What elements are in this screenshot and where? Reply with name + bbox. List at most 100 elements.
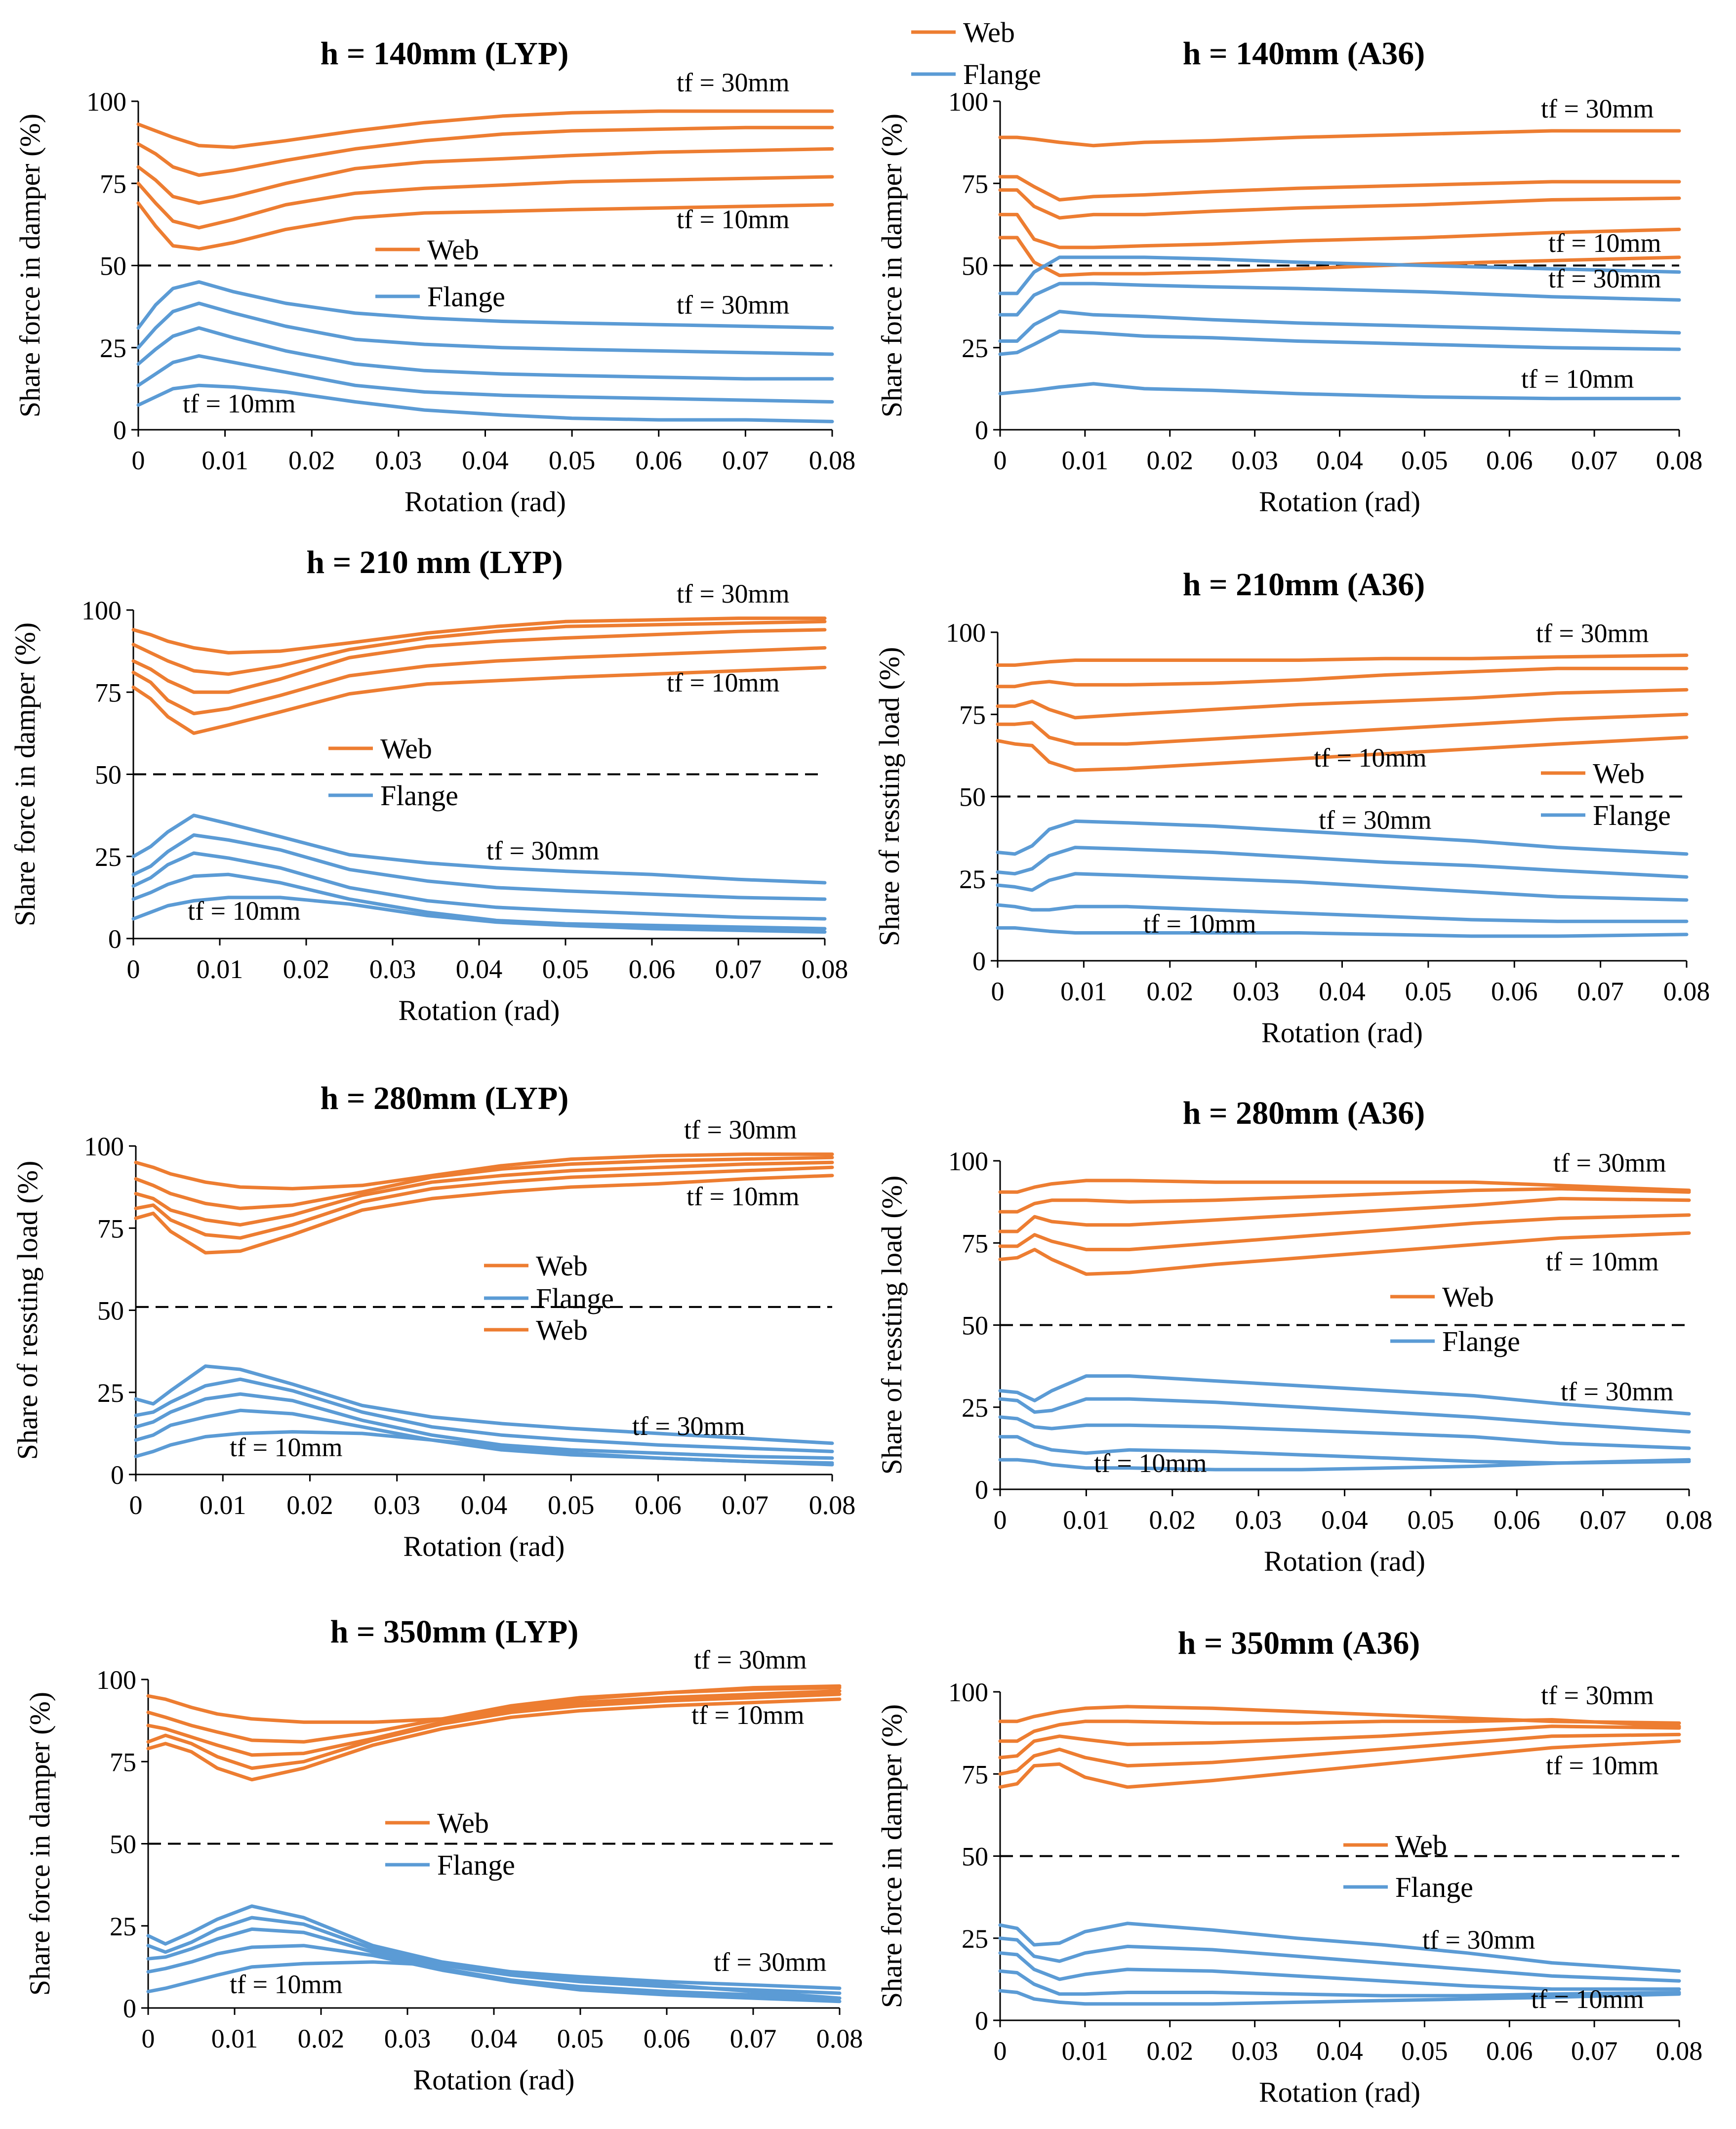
web-series-25mm: [998, 1718, 1681, 1743]
x-tick-label: 0.02: [1147, 977, 1194, 1006]
flange-series-20mm: [136, 326, 834, 381]
chart-title: h = 210mm (A36): [1183, 567, 1425, 603]
y-tick-label: 50: [100, 251, 126, 281]
tf-annotation: tf = 10mm: [691, 1700, 804, 1730]
web-series-30mm: [136, 109, 834, 149]
legend-label-web: Web: [437, 1807, 489, 1839]
web-series-20mm: [998, 1724, 1681, 1760]
y-axis-label: Share force in damper (%): [14, 114, 46, 417]
tf-annotation: tf = 10mm: [1546, 1247, 1658, 1276]
tf-annotation: tf = 10mm: [1548, 228, 1661, 258]
chart-panel-4: h = 210mm (A36) 0 25 50 75 100 0 0.01 0.02 0.03 0.…: [873, 567, 1710, 1049]
x-tick-label: 0.01: [202, 446, 248, 475]
y-tick-label: 75: [962, 169, 988, 199]
chart-panel-6: h = 280mm (A36) 0 25 50 75 100 0 0.01 0.02 0.03 0.…: [876, 1095, 1712, 1577]
x-tick-label: 0.08: [1656, 446, 1703, 475]
x-tick-label: 0.05: [557, 2024, 604, 2053]
flange-series-10mm: [998, 1989, 1681, 2006]
x-tick-label: 0.02: [283, 954, 330, 984]
x-tick-label: 0.08: [816, 2024, 863, 2053]
x-tick-label: 0: [994, 446, 1007, 475]
flange-series-20mm: [131, 851, 827, 921]
y-tick-label: 25: [959, 864, 986, 894]
web-series-25mm: [998, 1187, 1691, 1214]
flange-series-30mm: [136, 280, 834, 330]
web-series-25mm: [998, 175, 1681, 202]
y-tick-label: 50: [962, 1842, 988, 1872]
y-tick-label: 25: [110, 1912, 136, 1941]
y-tick-label: 50: [962, 1311, 988, 1341]
y-tick-label: 0: [975, 1475, 988, 1505]
y-tick-label: 50: [110, 1830, 136, 1859]
x-axis-label: Rotation (rad): [404, 1530, 565, 1562]
web-series-25mm: [131, 619, 827, 676]
flange-series-30mm: [998, 1374, 1691, 1416]
tf-annotation: tf = 30mm: [714, 1947, 826, 1977]
y-tick-label: 100: [948, 1678, 988, 1707]
flange-series-10mm: [136, 383, 834, 423]
x-tick-label: 0.06: [1494, 1505, 1540, 1535]
x-tick-label: 0.03: [369, 954, 416, 984]
legend-label-flange: Flange: [1395, 1871, 1473, 1903]
x-tick-label: 0.06: [1491, 977, 1538, 1006]
tf-annotation: tf = 10mm: [1143, 909, 1256, 939]
x-tick-label: 0.08: [1656, 2036, 1703, 2066]
y-axis-label: Share force in damper (%): [9, 622, 41, 926]
flange-series-15mm: [996, 903, 1689, 923]
tf-annotation: tf = 10mm: [677, 205, 789, 234]
tf-annotation: tf = 30mm: [1422, 1925, 1535, 1955]
x-tick-label: 0.02: [1147, 446, 1194, 475]
y-tick-label: 75: [959, 700, 986, 730]
x-tick-label: 0.06: [1486, 2036, 1533, 2066]
flange-series-10mm: [998, 1458, 1691, 1472]
chart-title: h = 350mm (A36): [1178, 1625, 1420, 1661]
legend-label-web: Web: [427, 234, 479, 266]
x-tick-label: 0.02: [288, 446, 335, 475]
tf-annotation: tf = 30mm: [486, 836, 599, 865]
y-tick-label: 0: [972, 946, 986, 976]
x-tick-label: 0.02: [1147, 2036, 1194, 2066]
x-tick-label: 0.05: [548, 1490, 595, 1520]
y-tick-label: 0: [111, 1460, 124, 1490]
y-tick-label: 25: [97, 1378, 124, 1408]
x-axis-label: Rotation (rad): [1259, 2076, 1420, 2108]
web-series-25mm: [136, 125, 834, 177]
tf-annotation: tf = 30mm: [1536, 618, 1649, 648]
chart-title: h = 350mm (LYP): [330, 1614, 579, 1650]
legend-label-web: Web: [1395, 1829, 1447, 1861]
y-tick-label: 75: [962, 1760, 988, 1789]
tf-annotation: tf = 10mm: [1546, 1751, 1658, 1780]
x-tick-label: 0.04: [1321, 1505, 1368, 1535]
x-tick-label: 0.06: [636, 446, 683, 475]
tf-annotation: tf = 10mm: [1094, 1448, 1207, 1478]
x-tick-label: 0.03: [1231, 2036, 1278, 2066]
x-tick-label: 0.08: [1666, 1505, 1713, 1535]
chart-title: h = 140mm (LYP): [321, 36, 569, 72]
flange-series-25mm: [998, 1397, 1691, 1434]
flange-series-15mm: [998, 1969, 1681, 1998]
web-series-30mm: [996, 654, 1689, 667]
legend-label-flange: Flange: [437, 1849, 515, 1881]
legend-label-web: Web: [1593, 757, 1645, 789]
y-tick-label: 100: [946, 618, 986, 648]
x-tick-label: 0.07: [730, 2024, 777, 2053]
x-tick-label: 0.05: [549, 446, 596, 475]
legend-label-flange: Flange: [1442, 1325, 1520, 1357]
tf-annotation: tf = 30mm: [1319, 805, 1431, 835]
chart-title: h = 210 mm (LYP): [306, 544, 563, 580]
x-tick-label: 0.03: [1235, 1505, 1282, 1535]
y-axis-label: Share force in damper (%): [24, 1692, 56, 1996]
web-series-10mm: [136, 201, 834, 251]
flange-series-25mm: [136, 301, 834, 356]
web-series-15mm: [131, 646, 827, 715]
y-tick-label: 25: [962, 1393, 988, 1423]
tf-annotation: tf = 30mm: [1548, 264, 1661, 293]
x-tick-label: 0.04: [471, 2024, 518, 2053]
flange-series-25mm: [998, 1936, 1681, 1983]
web-series-30mm: [998, 1179, 1691, 1194]
x-tick-label: 0: [142, 2024, 155, 2053]
web-series-15mm: [998, 1213, 1691, 1252]
x-tick-label: 0.02: [1149, 1505, 1196, 1535]
flange-series-10mm: [998, 382, 1681, 401]
y-tick-label: 75: [97, 1214, 124, 1243]
